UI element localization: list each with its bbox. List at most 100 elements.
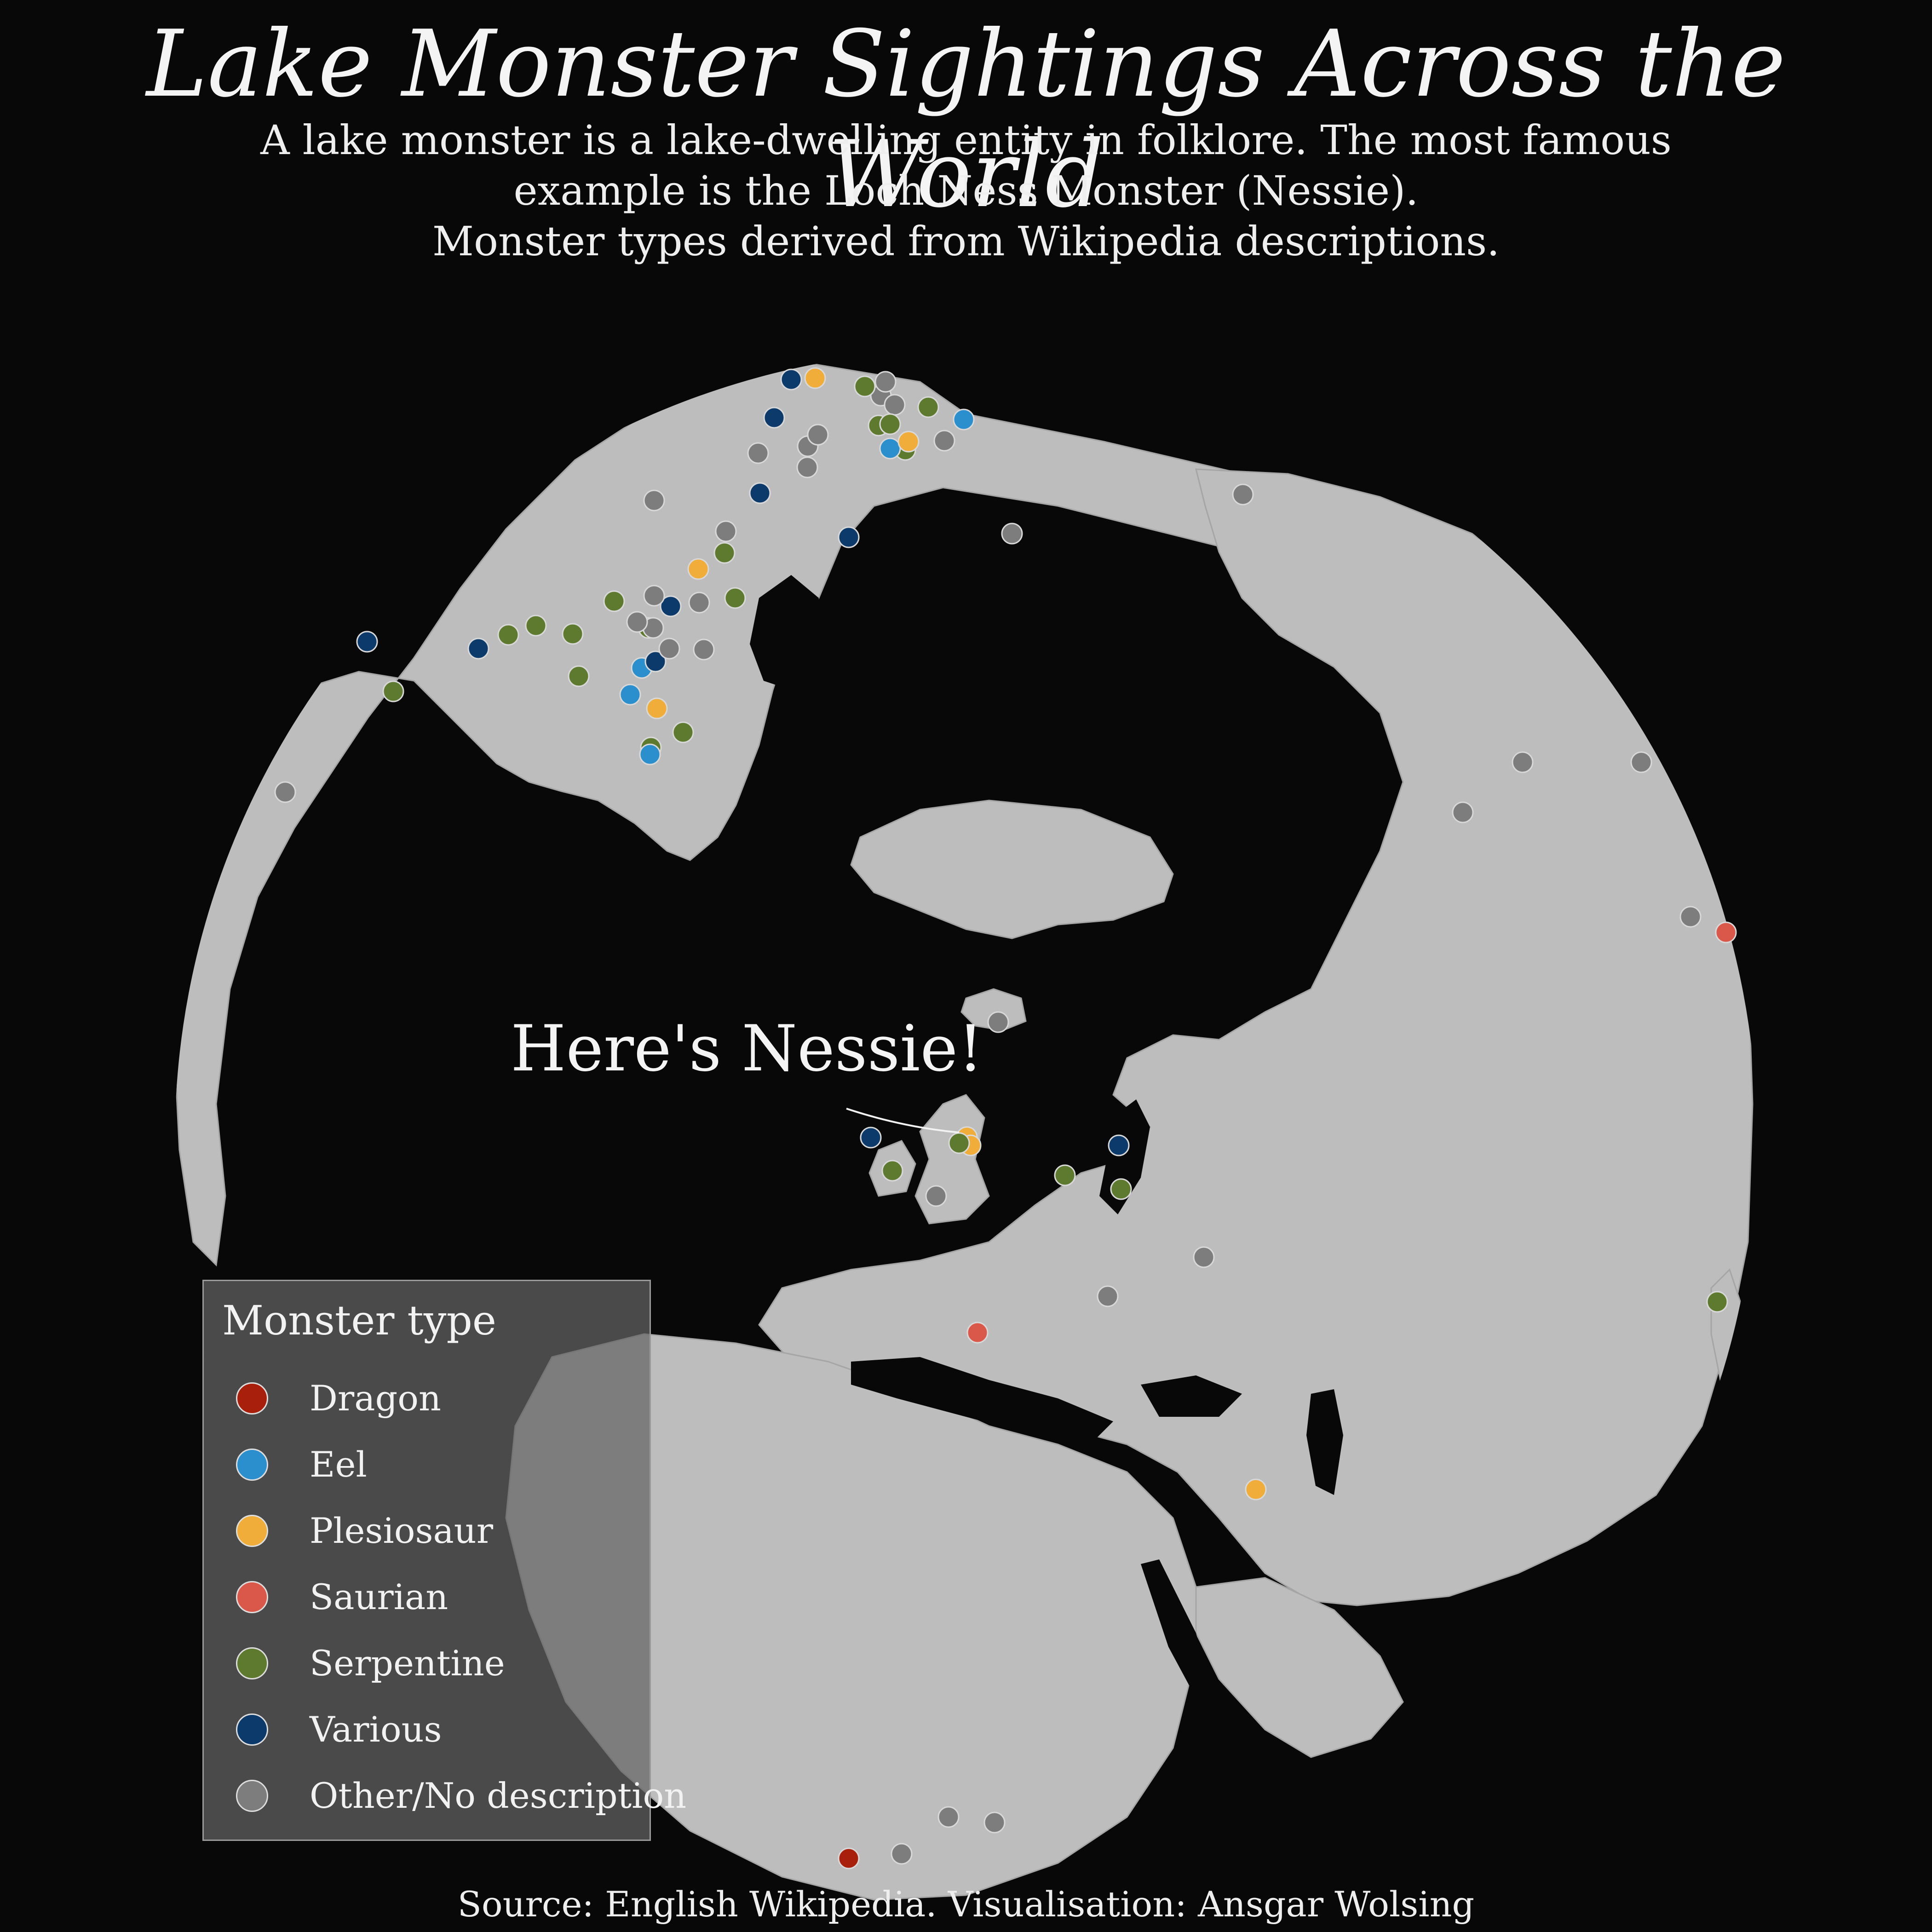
sighting-marker-serpentine xyxy=(525,615,547,637)
sighting-marker-serpentine xyxy=(724,587,746,609)
sighting-marker-other xyxy=(658,638,680,660)
sighting-marker-various xyxy=(763,407,785,429)
map-subtitle: A lake monster is a lake-dwelling entity… xyxy=(184,115,1748,267)
sighting-marker-serpentine xyxy=(917,396,939,418)
sighting-marker-other xyxy=(626,611,648,633)
sighting-marker-other xyxy=(688,592,710,614)
legend-swatch xyxy=(236,1647,268,1679)
legend-item-dragon: Dragon xyxy=(236,1378,650,1424)
sighting-marker-plesiosaur xyxy=(804,367,826,389)
legend-item-plesiosaur: Plesiosaur xyxy=(236,1510,650,1556)
caspian-sea xyxy=(1306,1389,1343,1495)
land-arabia xyxy=(1195,1577,1404,1758)
subtitle-line: Monster types derived from Wikipedia des… xyxy=(432,218,1500,265)
sighting-marker-serpentine xyxy=(1110,1178,1132,1200)
sighting-marker-other xyxy=(1679,906,1702,928)
sighting-marker-serpentine xyxy=(713,542,736,564)
sighting-marker-serpentine xyxy=(497,624,519,646)
sighting-marker-various xyxy=(356,631,378,653)
sighting-marker-serpentine xyxy=(1706,1291,1728,1313)
legend-title: Monster type xyxy=(222,1297,496,1344)
sighting-marker-other xyxy=(1193,1246,1215,1268)
sighting-marker-other xyxy=(747,442,769,464)
sighting-marker-plesiosaur xyxy=(687,558,709,580)
subtitle-line: example is the Loch Ness Monster (Nessie… xyxy=(513,167,1419,214)
legend-label: Saurian xyxy=(310,1576,448,1617)
source-caption: Source: English Wikipedia. Visualisation… xyxy=(457,1884,1475,1925)
sighting-marker-serpentine xyxy=(879,413,901,435)
legend-item-serpentine: Serpentine xyxy=(236,1643,650,1689)
red-sea xyxy=(1141,1559,1214,1707)
legend-label: Serpentine xyxy=(310,1643,505,1684)
map-title: Lake Monster Sightings Across the World xyxy=(146,11,1786,228)
sighting-marker-serpentine xyxy=(562,623,584,645)
sighting-marker-other xyxy=(643,585,665,607)
sighting-marker-other xyxy=(874,371,897,393)
sighting-marker-other xyxy=(1001,523,1023,545)
sighting-marker-other xyxy=(987,1011,1009,1033)
legend-item-eel: Eel xyxy=(236,1444,650,1490)
land-masses xyxy=(175,358,1754,1901)
sighting-marker-various xyxy=(644,650,667,673)
sighting-marker-serpentine xyxy=(948,1132,970,1154)
sighting-marker-other xyxy=(274,781,296,803)
sighting-marker-other xyxy=(1630,751,1652,773)
sighting-marker-other xyxy=(925,1185,947,1207)
legend-item-saurian: Saurian xyxy=(236,1576,650,1622)
sighting-marker-saurian xyxy=(966,1322,989,1344)
land-iceland xyxy=(960,988,1027,1031)
legend-label: Other/No description xyxy=(310,1775,687,1816)
sighting-marker-eel xyxy=(953,408,975,431)
sighting-marker-serpentine xyxy=(603,590,625,612)
legend-swatch xyxy=(236,1581,268,1613)
sighting-marker-other xyxy=(1452,801,1474,823)
legend-swatch xyxy=(236,1780,268,1812)
black-sea xyxy=(1141,1375,1242,1417)
sighting-marker-other xyxy=(643,489,665,512)
nessie-pointer-line xyxy=(846,1108,960,1133)
sighting-marker-various xyxy=(660,595,682,617)
sighting-marker-various xyxy=(1108,1134,1130,1156)
legend-item-other: Other/No description xyxy=(236,1775,686,1821)
legend-label: Plesiosaur xyxy=(310,1510,494,1551)
legend-swatch xyxy=(236,1714,268,1746)
sighting-marker-plesiosaur xyxy=(646,697,668,719)
sighting-marker-plesiosaur xyxy=(897,431,920,453)
sighting-marker-other xyxy=(1097,1285,1119,1307)
subtitle-line: A lake monster is a lake-dwelling entity… xyxy=(260,116,1672,164)
sighting-marker-other xyxy=(1232,483,1254,506)
legend: Monster type Dragon Eel Plesiosaur Sauri… xyxy=(202,1280,686,1841)
land-north-america xyxy=(175,358,1312,1267)
sighting-marker-other xyxy=(1512,751,1534,773)
legend-swatch xyxy=(236,1449,268,1481)
sighting-marker-various xyxy=(860,1127,882,1149)
sighting-marker-other xyxy=(715,520,737,542)
sighting-marker-eel xyxy=(639,743,661,765)
sighting-marker-serpentine xyxy=(382,680,404,702)
sighting-marker-serpentine xyxy=(568,665,590,687)
sighting-marker-serpentine xyxy=(1054,1164,1076,1186)
sighting-marker-various xyxy=(749,482,771,504)
sighting-marker-various xyxy=(467,638,489,660)
sighting-marker-other xyxy=(891,1843,913,1865)
sighting-marker-eel xyxy=(619,684,641,706)
sighting-marker-various xyxy=(780,368,802,391)
land-greenland xyxy=(850,799,1174,939)
legend-swatch xyxy=(236,1382,268,1414)
sighting-marker-various xyxy=(838,526,860,548)
legend-label: Eel xyxy=(310,1444,367,1485)
hudson-bay xyxy=(750,575,819,690)
sighting-marker-other xyxy=(933,430,955,452)
sighting-marker-other xyxy=(796,456,818,478)
legend-item-various: Various xyxy=(236,1709,650,1755)
nessie-annotation: Here's Nessie! xyxy=(511,1012,983,1086)
sighting-marker-serpentine xyxy=(672,721,694,743)
legend-label: Various xyxy=(310,1709,442,1750)
sighting-marker-eel xyxy=(879,437,901,460)
sighting-marker-other xyxy=(807,424,829,446)
legend-swatch xyxy=(236,1515,268,1547)
sighting-marker-saurian xyxy=(1715,921,1737,943)
sighting-marker-dragon xyxy=(838,1847,860,1869)
sighting-marker-serpentine xyxy=(854,375,876,397)
sightings-layer xyxy=(274,367,1737,1869)
